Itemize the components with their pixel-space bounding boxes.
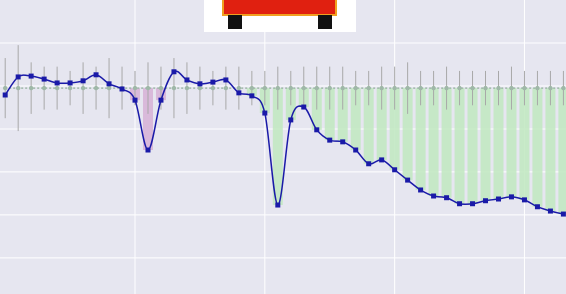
series-point <box>81 78 86 83</box>
series-point <box>470 201 475 206</box>
series-point <box>55 80 60 85</box>
series-point <box>418 187 423 192</box>
series-point <box>301 105 306 110</box>
reference-point <box>315 86 319 90</box>
reference-point <box>328 86 332 90</box>
series-point <box>133 98 138 103</box>
series-point <box>379 157 384 162</box>
reference-point <box>94 86 98 90</box>
series-point <box>94 72 99 77</box>
difference-fill <box>545 88 555 211</box>
reference-point <box>457 86 461 90</box>
reference-point <box>392 86 396 90</box>
series-point <box>68 80 73 85</box>
series-point <box>3 92 8 97</box>
difference-fill <box>558 88 566 214</box>
reference-point <box>496 86 500 90</box>
badge-wheel <box>228 15 242 29</box>
reference-point <box>444 86 448 90</box>
reference-point <box>353 86 357 90</box>
reference-point <box>133 86 137 90</box>
series-point <box>275 203 280 208</box>
series-point <box>509 194 514 199</box>
reference-point <box>81 86 85 90</box>
difference-fill <box>468 88 478 204</box>
series-point <box>561 212 566 217</box>
series-point <box>483 198 488 203</box>
reference-point <box>211 86 215 90</box>
reference-point <box>250 86 254 90</box>
reference-point <box>289 86 293 90</box>
series-point <box>457 201 462 206</box>
series-point <box>288 117 293 122</box>
series-point <box>392 167 397 172</box>
series-point <box>249 93 254 98</box>
reference-point <box>341 86 345 90</box>
reference-point <box>276 86 280 90</box>
reference-point <box>159 86 163 90</box>
series-point <box>29 74 34 79</box>
reference-point <box>263 86 267 90</box>
series-point <box>444 195 449 200</box>
chart <box>0 0 566 294</box>
series-point <box>210 80 215 85</box>
series-point <box>42 77 47 82</box>
reference-point <box>107 86 111 90</box>
reference-point <box>431 86 435 90</box>
difference-fill <box>455 88 465 204</box>
badge-icon <box>204 0 356 32</box>
series-point <box>405 178 410 183</box>
reference-point <box>418 86 422 90</box>
reference-point <box>224 86 228 90</box>
series-point <box>548 209 553 214</box>
series-point <box>158 98 163 103</box>
series-point <box>145 148 150 153</box>
series-point <box>366 161 371 166</box>
reference-point <box>172 86 176 90</box>
reference-point <box>483 86 487 90</box>
badge-wheel <box>318 15 332 29</box>
reference-point <box>16 86 20 90</box>
reference-point <box>535 86 539 90</box>
series-point <box>340 139 345 144</box>
series-point <box>120 86 125 91</box>
reference-point <box>522 86 526 90</box>
series-point <box>431 194 436 199</box>
series-point <box>262 111 267 116</box>
difference-fill <box>532 88 542 207</box>
reference-point <box>470 86 474 90</box>
series-point <box>16 74 21 79</box>
reference-point <box>185 86 189 90</box>
series-point <box>314 127 319 132</box>
reference-point <box>379 86 383 90</box>
reference-point <box>561 86 565 90</box>
series-point <box>107 81 112 86</box>
reference-point <box>548 86 552 90</box>
reference-point <box>302 86 306 90</box>
reference-point <box>3 86 7 90</box>
badge-body <box>223 0 336 15</box>
reference-point <box>29 86 33 90</box>
series-point <box>223 77 228 82</box>
reference-point <box>146 86 150 90</box>
reference-point <box>55 86 59 90</box>
series-point <box>171 69 176 74</box>
series-point <box>522 197 527 202</box>
series-point <box>535 204 540 209</box>
series-point <box>353 148 358 153</box>
reference-point <box>68 86 72 90</box>
reference-point <box>198 86 202 90</box>
reference-point <box>42 86 46 90</box>
reference-point <box>509 86 513 90</box>
series-point <box>197 81 202 86</box>
reference-point <box>405 86 409 90</box>
reference-point <box>237 86 241 90</box>
series-point <box>184 77 189 82</box>
series-point <box>327 138 332 143</box>
page: {"chart_data": {"type": "line", "x": [0,… <box>0 0 566 294</box>
series-point <box>236 90 241 95</box>
series-point <box>496 197 501 202</box>
reference-point <box>366 86 370 90</box>
